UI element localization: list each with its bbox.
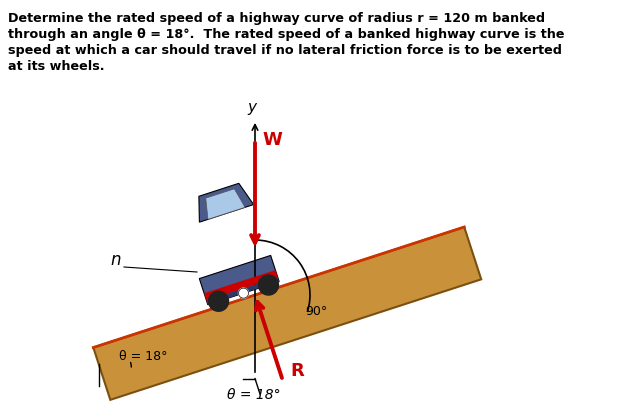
- Text: 90°: 90°: [305, 305, 327, 318]
- Text: at its wheels.: at its wheels.: [8, 60, 104, 73]
- Text: speed at which a car should travel if no lateral friction force is to be exerted: speed at which a car should travel if no…: [8, 44, 562, 57]
- Text: θ = 18°: θ = 18°: [119, 349, 168, 362]
- Polygon shape: [93, 227, 481, 400]
- Text: n: n: [110, 251, 120, 269]
- Text: y: y: [248, 100, 257, 115]
- Polygon shape: [199, 184, 254, 222]
- Polygon shape: [204, 270, 278, 300]
- Text: Determine the rated speed of a highway curve of radius r = 120 m banked: Determine the rated speed of a highway c…: [8, 12, 545, 25]
- Circle shape: [238, 288, 248, 298]
- Circle shape: [259, 275, 278, 295]
- Text: W: W: [262, 131, 282, 149]
- Polygon shape: [206, 277, 279, 305]
- Polygon shape: [199, 256, 279, 305]
- Text: R: R: [291, 362, 304, 380]
- Polygon shape: [206, 189, 245, 220]
- Text: θ = 18°: θ = 18°: [227, 388, 281, 401]
- Circle shape: [208, 291, 229, 311]
- Text: through an angle θ = 18°.  The rated speed of a banked highway curve is the: through an angle θ = 18°. The rated spee…: [8, 28, 564, 41]
